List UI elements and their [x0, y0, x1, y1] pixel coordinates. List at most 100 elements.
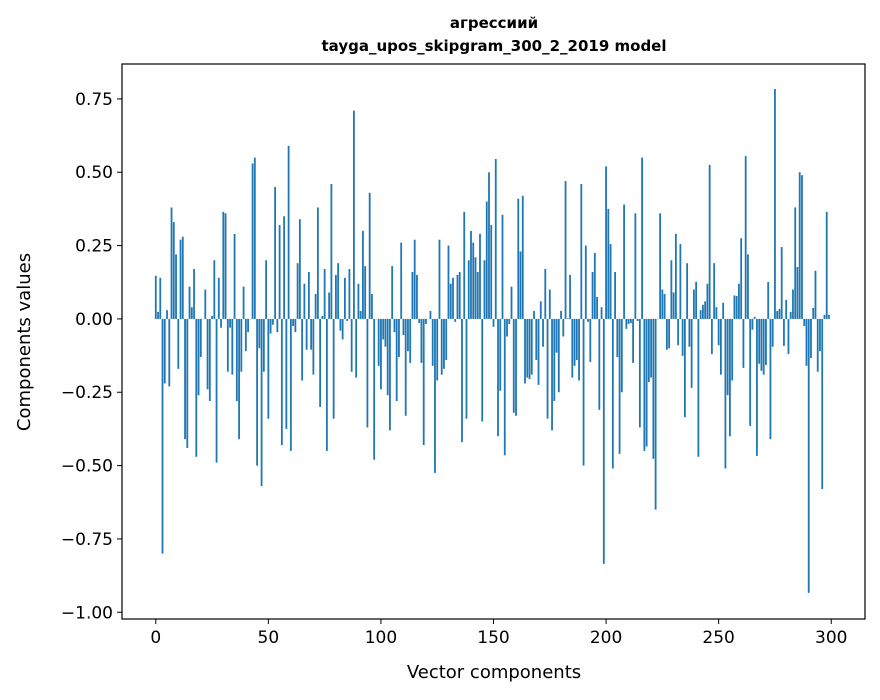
bar-7: [171, 207, 173, 318]
bar-57: [283, 216, 285, 319]
bar-257: [734, 295, 736, 318]
bar-181: [562, 319, 564, 337]
bar-241: [697, 319, 699, 457]
bar-264: [749, 319, 751, 426]
bar-206: [619, 319, 621, 454]
bar-142: [475, 257, 477, 319]
bar-127: [441, 319, 443, 375]
bar-279: [783, 319, 785, 346]
bar-171: [540, 301, 542, 319]
bar-201: [607, 209, 609, 319]
bar-251: [720, 319, 722, 375]
bar-269: [761, 319, 763, 371]
bars-group: [155, 89, 830, 593]
bar-185: [571, 319, 573, 378]
bar-278: [781, 247, 783, 319]
bar-95: [369, 193, 371, 319]
bar-148: [488, 172, 490, 319]
y-tick-label: −0.75: [61, 530, 113, 550]
bar-233: [679, 244, 681, 319]
bar-35: [234, 234, 236, 319]
bar-59: [288, 146, 290, 319]
bar-22: [204, 290, 206, 319]
bar-87: [351, 319, 353, 372]
bar-147: [486, 202, 488, 319]
bar-86: [349, 269, 351, 319]
bar-260: [740, 238, 742, 319]
x-tick-label: 250: [702, 628, 734, 648]
bar-238: [691, 319, 693, 388]
y-tick-label: 0.25: [75, 237, 113, 257]
bar-250: [718, 319, 720, 345]
x-tick-label: 300: [815, 628, 847, 648]
bar-91: [360, 311, 362, 319]
bar-79: [333, 319, 335, 419]
bar-262: [745, 156, 747, 319]
bar-281: [788, 319, 790, 354]
bar-255: [729, 319, 731, 436]
bar-178: [556, 319, 558, 353]
bar-61: [292, 319, 294, 326]
bar-73: [319, 319, 321, 407]
bar-19: [198, 319, 200, 395]
bar-51: [270, 319, 272, 334]
bar-72: [317, 207, 319, 318]
bar-138: [466, 319, 468, 419]
bar-34: [231, 319, 233, 375]
bar-54: [276, 319, 278, 332]
bar-282: [790, 312, 792, 319]
bar-26: [213, 260, 215, 319]
bar-109: [400, 243, 402, 319]
bar-295: [819, 319, 821, 351]
bar-77: [328, 293, 330, 319]
bar-235: [684, 319, 686, 417]
bar-38: [240, 319, 242, 372]
bar-179: [558, 319, 560, 392]
bar-258: [736, 296, 738, 319]
bar-277: [779, 309, 781, 319]
bar-237: [688, 319, 690, 347]
bar-120: [425, 319, 427, 324]
bar-43: [252, 163, 254, 318]
bar-246: [709, 165, 711, 319]
bar-261: [743, 319, 745, 368]
bar-18: [195, 319, 197, 457]
bar-200: [605, 166, 607, 319]
bar-229: [670, 260, 672, 319]
y-tick-label: 0.75: [75, 90, 113, 110]
bar-183: [567, 318, 569, 319]
bar-29: [220, 319, 222, 328]
chart-subtitle: tayga_upos_skipgram_300_2_2019 model: [322, 37, 667, 55]
bar-20: [200, 319, 202, 357]
bar-89: [355, 319, 357, 378]
bar-275: [774, 89, 776, 319]
bar-225: [661, 290, 663, 319]
bar-128: [443, 319, 445, 369]
bar-226: [664, 294, 666, 319]
bar-191: [585, 246, 587, 319]
bar-280: [785, 300, 787, 319]
bar-193: [589, 319, 591, 362]
bar-62: [294, 319, 296, 332]
bar-14: [186, 319, 188, 448]
bar-112: [407, 319, 409, 351]
bar-4: [164, 319, 166, 384]
bar-143: [477, 272, 479, 319]
bar-30: [222, 212, 224, 319]
bar-283: [792, 290, 794, 319]
bar-74: [321, 316, 323, 319]
y-tick-label: −0.50: [61, 457, 113, 477]
bar-228: [668, 319, 670, 348]
bar-212: [632, 319, 634, 363]
bar-88: [353, 111, 355, 319]
bar-159: [513, 319, 515, 413]
bar-174: [547, 319, 549, 419]
bar-46: [258, 319, 260, 348]
bar-111: [405, 319, 407, 416]
bar-217: [643, 319, 645, 451]
bar-47: [261, 319, 263, 486]
bar-207: [621, 319, 623, 392]
bar-190: [583, 319, 585, 466]
bar-209: [625, 319, 627, 329]
